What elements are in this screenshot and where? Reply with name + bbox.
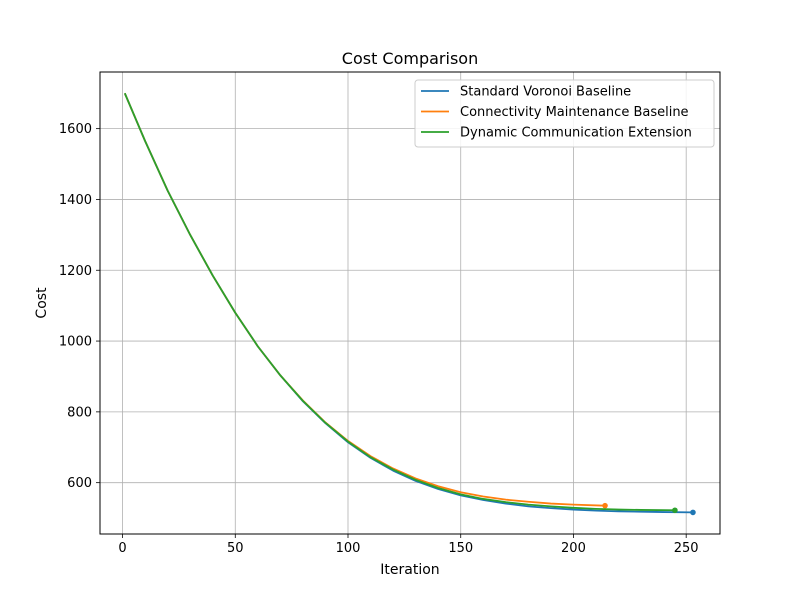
x-tick-label: 150 bbox=[448, 541, 473, 556]
x-axis-label: Iteration bbox=[380, 562, 439, 578]
y-tick-label: 800 bbox=[67, 405, 92, 420]
legend: Standard Voronoi Baseline Connectivity Ma… bbox=[414, 79, 715, 148]
series-end-point-1 bbox=[602, 502, 608, 509]
series-end-point-0 bbox=[690, 509, 696, 516]
series-layer bbox=[123, 92, 696, 516]
y-tick-label: 600 bbox=[67, 476, 92, 491]
legend-label: Dynamic Communication Extension bbox=[460, 126, 692, 141]
legend-box bbox=[414, 79, 715, 148]
series-line-2 bbox=[123, 92, 675, 512]
series-line-1 bbox=[123, 92, 606, 507]
y-tick-label: 1000 bbox=[59, 335, 92, 350]
y-axis-label: Cost bbox=[34, 287, 50, 319]
plot-frame bbox=[99, 71, 721, 535]
legend-label: Standard Voronoi Baseline bbox=[460, 85, 631, 100]
x-tick-label: 50 bbox=[227, 541, 244, 556]
axis-ticks: 0 50 100 150 200 250 600 800 1000 1200 1400 1600 bbox=[59, 122, 699, 556]
y-tick-label: 1200 bbox=[59, 264, 92, 279]
grid-lines bbox=[100, 72, 720, 534]
x-tick-label: 200 bbox=[561, 541, 586, 556]
series-end-point-2 bbox=[672, 507, 678, 514]
x-tick-label: 250 bbox=[674, 541, 699, 556]
y-tick-label: 1400 bbox=[59, 193, 92, 208]
legend-label: Connectivity Maintenance Baseline bbox=[460, 105, 689, 120]
x-tick-label: 0 bbox=[118, 541, 126, 556]
y-tick-label: 1600 bbox=[59, 122, 92, 137]
x-tick-label: 100 bbox=[336, 541, 361, 556]
chart-title: Cost Comparison bbox=[342, 49, 478, 68]
series-line-0 bbox=[123, 92, 693, 514]
